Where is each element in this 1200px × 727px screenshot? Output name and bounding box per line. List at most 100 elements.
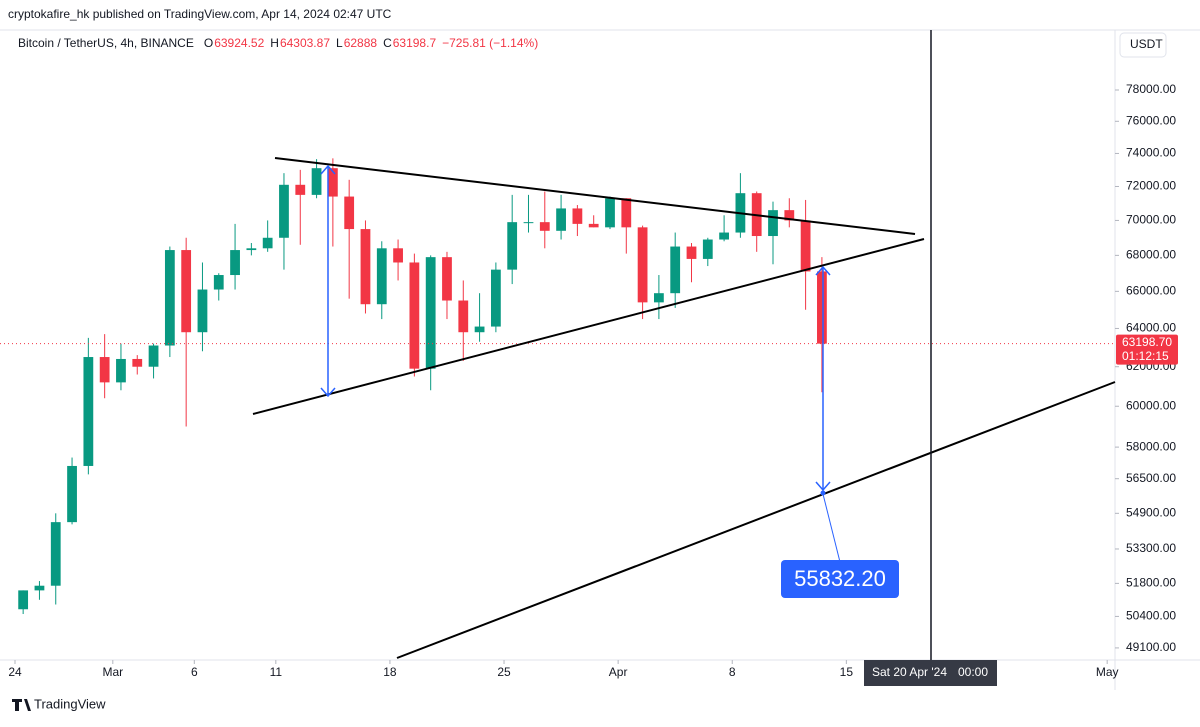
candle-body bbox=[164, 250, 175, 346]
arrow-head bbox=[320, 164, 336, 175]
y-tick-label: 72000.00 bbox=[1126, 179, 1176, 193]
y-tick-label: 51800.00 bbox=[1126, 576, 1176, 590]
candle-body bbox=[507, 222, 518, 270]
candle-body bbox=[311, 168, 322, 195]
currency-box bbox=[1119, 32, 1167, 58]
callout-line bbox=[822, 493, 841, 563]
arrow-head bbox=[320, 387, 336, 398]
candle-body bbox=[442, 257, 452, 301]
x-tick-label: 11 bbox=[270, 665, 283, 679]
last-price-label: 63198.70 bbox=[1122, 335, 1172, 349]
candle-body bbox=[800, 220, 811, 272]
symbol: Bitcoin / TetherUS, 4h, BINANCE bbox=[18, 36, 194, 50]
countdown: 01:12:15 bbox=[1122, 349, 1169, 363]
candle-body bbox=[719, 232, 729, 240]
candle-body bbox=[670, 246, 681, 294]
y-tick-label: 56500.00 bbox=[1126, 471, 1176, 485]
candle-body bbox=[605, 198, 615, 228]
candle-body bbox=[588, 223, 599, 228]
y-tick-label: 53300.00 bbox=[1126, 541, 1176, 555]
publish-info: cryptokafire_hk published on TradingView… bbox=[8, 7, 392, 21]
candle-body bbox=[34, 585, 45, 591]
candle-body bbox=[18, 590, 29, 610]
y-tick-label: 74000.00 bbox=[1126, 146, 1176, 160]
candle-body bbox=[181, 250, 192, 333]
x-tick-label: Apr bbox=[609, 665, 628, 679]
candle-body bbox=[490, 269, 501, 327]
candle-body bbox=[262, 237, 273, 249]
candle-body bbox=[654, 293, 664, 303]
x-tick-label: 6 bbox=[191, 665, 198, 679]
trendline bbox=[252, 238, 925, 415]
legend-key: L bbox=[336, 36, 343, 50]
legend-key: C bbox=[383, 36, 392, 50]
candle-body bbox=[99, 357, 110, 383]
x-tick-label: Mar bbox=[102, 665, 123, 679]
y-tick-label: 76000.00 bbox=[1126, 113, 1176, 127]
candle-body bbox=[246, 248, 257, 251]
callout-box bbox=[781, 560, 899, 598]
candle-body bbox=[230, 250, 240, 276]
candle-body bbox=[50, 522, 61, 586]
y-tick-label: 70000.00 bbox=[1126, 213, 1176, 227]
x-tick-label: 8 bbox=[729, 665, 736, 679]
candle-body bbox=[213, 275, 224, 290]
candle-body bbox=[409, 262, 420, 369]
candle-body bbox=[702, 239, 713, 259]
candle-body bbox=[67, 465, 77, 523]
candle-body bbox=[360, 229, 371, 305]
candle-body bbox=[539, 222, 550, 231]
candle-body bbox=[376, 248, 387, 305]
y-tick-label: 64000.00 bbox=[1126, 321, 1176, 335]
candle-body bbox=[83, 357, 94, 466]
y-tick-label: 54900.00 bbox=[1126, 505, 1176, 519]
x-tick-label: May bbox=[1096, 665, 1119, 679]
legend: Bitcoin / TetherUS, 4h, BINANCE O 63924.52… bbox=[18, 36, 538, 50]
candle-body bbox=[393, 248, 403, 263]
y-tick-label: 58000.00 bbox=[1126, 439, 1176, 453]
legend-value: 63924.52 bbox=[214, 36, 264, 50]
legend-key: H bbox=[270, 36, 279, 50]
y-tick-label: 68000.00 bbox=[1126, 248, 1176, 262]
trendline bbox=[274, 157, 916, 235]
candle-body bbox=[279, 184, 289, 238]
candle-body bbox=[556, 208, 566, 231]
candle-body bbox=[784, 210, 795, 221]
x-tick-label: 25 bbox=[497, 665, 511, 679]
candle-body bbox=[768, 210, 778, 237]
y-tick-label: 78000.00 bbox=[1126, 82, 1176, 96]
trendline bbox=[396, 381, 1116, 659]
candle-body bbox=[116, 358, 126, 383]
y-tick-label: 50400.00 bbox=[1126, 609, 1176, 623]
candle-body bbox=[327, 168, 338, 197]
crosshair-label bbox=[864, 660, 997, 686]
candle-body bbox=[621, 198, 632, 228]
candle-body bbox=[474, 326, 485, 333]
crosshair-date: Sat 20 Apr '24 bbox=[872, 665, 947, 679]
x-tick-label: 24 bbox=[8, 665, 22, 679]
y-tick-label: 66000.00 bbox=[1126, 284, 1176, 298]
currency: USDT bbox=[1130, 37, 1163, 51]
arrow-head bbox=[815, 265, 831, 276]
legend-value: 64303.87 bbox=[280, 36, 330, 50]
x-tick-label: 15 bbox=[840, 665, 854, 679]
legend-change: −725.81 (−1.14%) bbox=[442, 36, 538, 50]
candle-body bbox=[637, 227, 648, 303]
anchor bbox=[820, 490, 826, 496]
arrow-head bbox=[815, 481, 831, 492]
candle-body bbox=[295, 184, 306, 195]
candle-body bbox=[148, 345, 159, 367]
y-tick-label: 60000.00 bbox=[1126, 398, 1176, 412]
crosshair-time: 00:00 bbox=[958, 665, 988, 679]
candle-body bbox=[132, 358, 143, 367]
legend-key: O bbox=[204, 36, 213, 50]
legend-value: 63198.7 bbox=[393, 36, 437, 50]
candle-body bbox=[572, 208, 583, 224]
candle-body bbox=[197, 289, 208, 333]
last-price-box bbox=[1116, 334, 1178, 365]
candle-body bbox=[425, 257, 436, 369]
candle-body bbox=[686, 246, 697, 259]
logo bbox=[12, 699, 31, 711]
